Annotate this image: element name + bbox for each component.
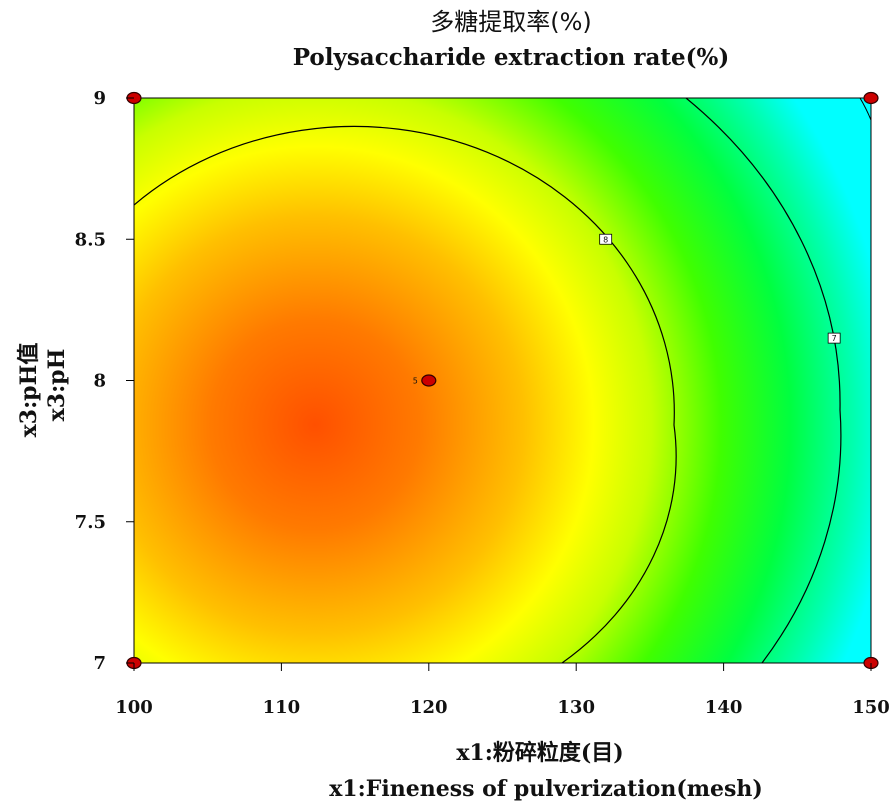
y-tick-label: 8.5	[75, 229, 106, 250]
contour-labels: 87	[599, 233, 841, 344]
y-tick-label: 7	[93, 653, 106, 674]
x-tick-label: 140	[705, 697, 743, 718]
contour-label-box	[599, 233, 613, 245]
surface-fill	[134, 98, 871, 663]
plot-area	[134, 98, 871, 663]
x-axis-label: x1:粉碎粒度(目)	[456, 740, 623, 766]
contour-line-8	[134, 125, 677, 663]
x-tick-label: 130	[557, 697, 595, 718]
y-tick-label: 9	[93, 88, 106, 109]
contour-label-box	[827, 332, 841, 344]
x-tick-label: 110	[263, 697, 301, 718]
y-tick-label: 8	[93, 371, 106, 392]
contour-label-text: 8	[603, 235, 608, 244]
chart-title: 多糖提取率(%)	[430, 8, 592, 36]
y-tick-label: 7.5	[75, 512, 106, 533]
y-axis: 7 7.5 8 8.5 9	[75, 88, 134, 674]
chart-subtitle: Polysaccharide extraction rate(%)	[293, 44, 730, 71]
y-axis-label: x3:pH值	[16, 343, 42, 438]
contour-line-corner	[859, 98, 871, 121]
contour-label: 7	[827, 332, 841, 344]
contour-label: 8	[599, 233, 613, 245]
x-tick-label: 100	[115, 697, 153, 718]
design-point	[421, 374, 437, 387]
contour-label-text: 7	[832, 334, 837, 343]
contour-line-7	[685, 98, 842, 663]
x-axis: 100 110 120 130 140 150	[115, 663, 890, 718]
design-point	[863, 91, 879, 105]
x-tick-label: 120	[410, 697, 448, 718]
y-axis-label-en: x3:pH	[44, 349, 70, 422]
x-axis-label-en: x1:Fineness of pulverization(mesh)	[329, 776, 763, 802]
x-tick-label: 150	[852, 697, 890, 718]
center-point-count: 5	[413, 377, 418, 386]
